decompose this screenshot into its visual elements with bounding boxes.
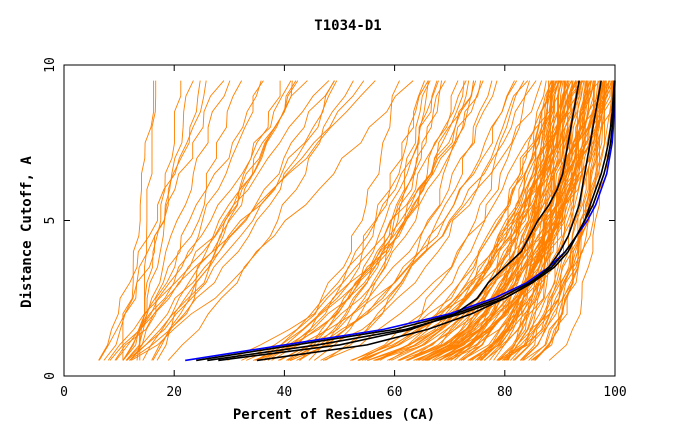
- model-curve: [505, 80, 565, 361]
- x-tick-label: 100: [603, 385, 626, 400]
- model-curve: [290, 80, 515, 361]
- model-curve: [261, 80, 474, 361]
- series-line: [256, 80, 602, 362]
- model-curve: [475, 80, 599, 361]
- model-curve: [287, 80, 446, 361]
- model-curve: [279, 80, 498, 361]
- model-curve: [496, 80, 611, 361]
- model-curve: [122, 80, 155, 361]
- x-tick-label: 0: [60, 385, 68, 400]
- background-model-curves: [98, 80, 616, 361]
- model-curve: [407, 80, 567, 361]
- model-curve: [253, 80, 543, 361]
- model-curve: [358, 80, 572, 361]
- model-curve: [299, 80, 439, 361]
- model-curve: [357, 80, 553, 361]
- y-axis-label: Distance Cutoff, A: [19, 156, 35, 308]
- model-curve: [374, 80, 616, 361]
- model-curve: [115, 80, 264, 361]
- model-curve: [227, 80, 467, 361]
- model-curve: [109, 80, 376, 361]
- highlighted-series: [185, 80, 616, 362]
- y-tick-label: 5: [43, 217, 58, 225]
- x-tick-label: 80: [497, 385, 513, 400]
- y-tick-label: 0: [43, 372, 58, 380]
- model-curve: [98, 80, 225, 361]
- model-curve: [443, 80, 595, 361]
- model-curve: [98, 80, 207, 361]
- model-curve: [534, 80, 601, 361]
- x-axis-label: Percent of Residues (CA): [233, 407, 435, 423]
- model-curve: [418, 80, 560, 361]
- model-curve: [287, 80, 537, 361]
- model-curve: [528, 80, 614, 361]
- model-curve: [167, 80, 354, 361]
- y-tick-label: 10: [43, 57, 58, 73]
- model-curve: [439, 80, 567, 361]
- chart-title: T1034-D1: [314, 18, 381, 34]
- model-curve: [152, 80, 281, 361]
- model-curve: [256, 80, 400, 361]
- model-curve: [254, 80, 484, 361]
- model-curve: [139, 80, 157, 361]
- model-curve: [125, 80, 365, 361]
- x-tick-label: 20: [166, 385, 182, 400]
- model-curve: [323, 80, 558, 361]
- x-axis-ticks: 0 20 40 60 80 100: [60, 65, 627, 400]
- model-curve: [136, 80, 194, 361]
- model-curve: [534, 80, 604, 361]
- x-tick-label: 60: [387, 385, 403, 400]
- model-curve: [325, 80, 493, 361]
- model-curve: [126, 80, 335, 361]
- model-curve: [298, 80, 431, 361]
- model-curve: [520, 80, 607, 361]
- model-curve: [122, 80, 292, 361]
- model-curve: [156, 80, 299, 361]
- series-line: [185, 80, 616, 362]
- model-curve: [131, 80, 414, 361]
- model-curve: [241, 80, 438, 361]
- model-curve: [129, 80, 335, 361]
- model-curve: [264, 80, 470, 361]
- series-line: [218, 80, 580, 362]
- model-curve: [379, 80, 550, 361]
- series-line: [207, 80, 616, 362]
- model-curve: [498, 80, 607, 361]
- model-curve: [375, 80, 547, 361]
- model-curve: [267, 80, 429, 361]
- model-curve: [129, 80, 338, 361]
- model-curve: [445, 80, 586, 361]
- y-axis-ticks: 0 5 10: [43, 57, 615, 380]
- model-curve: [129, 80, 262, 361]
- model-curve: [352, 80, 525, 361]
- model-curve: [364, 80, 550, 361]
- model-curve: [142, 80, 293, 361]
- model-curve: [417, 80, 594, 361]
- model-curve: [503, 80, 591, 361]
- model-curve: [496, 80, 566, 361]
- model-curve: [438, 80, 606, 361]
- model-curve: [320, 80, 477, 361]
- model-curve: [447, 80, 591, 361]
- model-curve: [289, 80, 529, 361]
- model-curve: [278, 80, 482, 361]
- x-tick-label: 40: [277, 385, 293, 400]
